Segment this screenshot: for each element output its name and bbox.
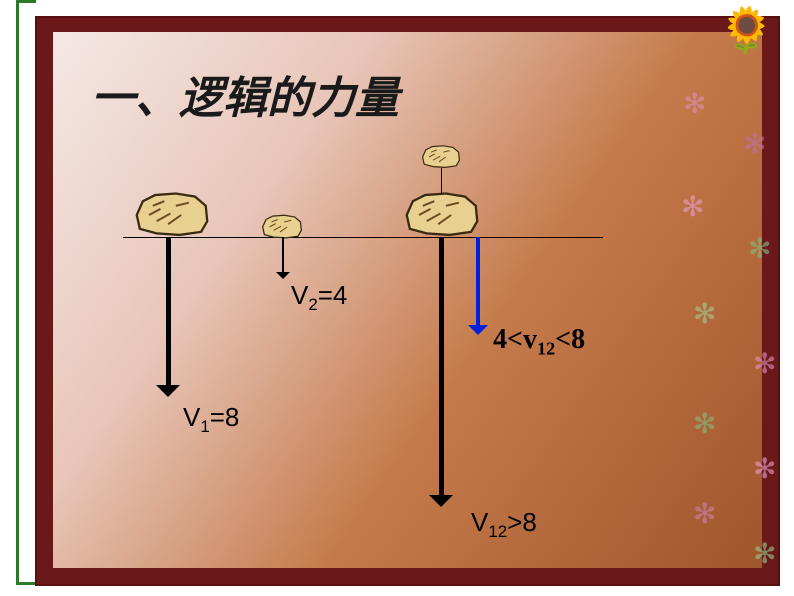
label-l_v2: V2=4 bbox=[291, 280, 347, 315]
main-panel: 一、逻辑的力量 V2=4 V1=8 4<v12<8 V12>8 ✻ ✻ ✻ ✻ ✻ ✻ ✻ ✻ ✻ ✻ bbox=[35, 16, 780, 586]
label-l_v1: V1=8 bbox=[183, 402, 239, 437]
outer-green-frame bbox=[16, 0, 36, 585]
rock4-connector bbox=[441, 168, 442, 194]
flower-decoration-7: ✻ bbox=[753, 452, 776, 486]
flower-decoration-1: ✻ bbox=[743, 127, 766, 161]
fossil-rock-rock4_top bbox=[421, 144, 461, 170]
label-l_v12: V12>8 bbox=[471, 507, 537, 542]
flower-decoration-0: ✻ bbox=[683, 87, 706, 121]
fossil-rock-rock1 bbox=[133, 192, 211, 238]
flower-decoration-8: ✻ bbox=[693, 497, 716, 531]
flower-decoration-6: ✻ bbox=[693, 407, 716, 441]
inner-gradient-panel: 一、逻辑的力量 V2=4V1=84<v12<8V12>8 ✻✻✻✻✻✻✻✻✻✻ bbox=[53, 32, 762, 568]
label-l_blue: 4<v12<8 bbox=[493, 324, 585, 360]
fossil-rock-rock3 bbox=[403, 192, 481, 238]
flower-decoration-2: ✻ bbox=[681, 190, 704, 224]
sun-icon: 🌻 bbox=[719, 4, 774, 56]
flower-decoration-9: ✻ bbox=[753, 537, 776, 571]
flower-decoration-5: ✻ bbox=[753, 347, 776, 381]
flower-decoration-3: ✻ bbox=[748, 232, 771, 266]
page-title: 一、逻辑的力量 bbox=[91, 62, 399, 126]
flower-decoration-4: ✻ bbox=[693, 297, 716, 331]
